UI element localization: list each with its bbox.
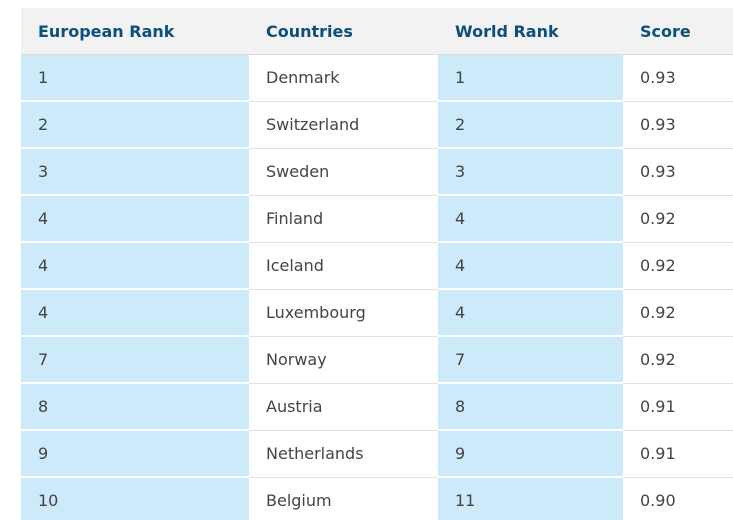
- table-row: 4 Iceland 4 0.92: [21, 242, 733, 290]
- cell-european-rank: 9: [21, 430, 249, 478]
- cell-score: 0.91: [623, 430, 733, 478]
- cell-score: 0.93: [623, 54, 733, 102]
- cell-country: Belgium: [249, 477, 438, 520]
- cell-world-rank: 3: [438, 148, 623, 196]
- table-row: 9 Netherlands 9 0.91: [21, 430, 733, 478]
- cell-score: 0.93: [623, 148, 733, 196]
- cell-score: 0.93: [623, 101, 733, 149]
- table-header-row: European Rank Countries World Rank Score: [21, 8, 733, 55]
- table-row: 4 Finland 4 0.92: [21, 195, 733, 243]
- table-row: 4 Luxembourg 4 0.92: [21, 289, 733, 337]
- cell-world-rank: 4: [438, 195, 623, 243]
- cell-world-rank: 2: [438, 101, 623, 149]
- cell-country: Netherlands: [249, 430, 438, 478]
- cell-european-rank: 4: [21, 289, 249, 337]
- cell-score: 0.92: [623, 289, 733, 337]
- cell-score: 0.91: [623, 383, 733, 431]
- cell-world-rank: 8: [438, 383, 623, 431]
- cell-world-rank: 7: [438, 336, 623, 384]
- cell-country: Norway: [249, 336, 438, 384]
- cell-world-rank: 11: [438, 477, 623, 520]
- table-row: 10 Belgium 11 0.90: [21, 477, 733, 520]
- cell-score: 0.92: [623, 195, 733, 243]
- cell-world-rank: 1: [438, 54, 623, 102]
- cell-european-rank: 7: [21, 336, 249, 384]
- cell-european-rank: 1: [21, 54, 249, 102]
- cell-world-rank: 4: [438, 242, 623, 290]
- cell-country: Finland: [249, 195, 438, 243]
- cell-score: 0.92: [623, 336, 733, 384]
- cell-country: Denmark: [249, 54, 438, 102]
- header-world-rank: World Rank: [438, 8, 623, 55]
- ranking-table: European Rank Countries World Rank Score…: [21, 8, 733, 520]
- cell-country: Sweden: [249, 148, 438, 196]
- cell-country: Iceland: [249, 242, 438, 290]
- cell-country: Austria: [249, 383, 438, 431]
- table-row: 8 Austria 8 0.91: [21, 383, 733, 431]
- cell-world-rank: 4: [438, 289, 623, 337]
- cell-world-rank: 9: [438, 430, 623, 478]
- cell-score: 0.92: [623, 242, 733, 290]
- cell-european-rank: 8: [21, 383, 249, 431]
- cell-european-rank: 4: [21, 242, 249, 290]
- cell-country: Switzerland: [249, 101, 438, 149]
- table-row: 1 Denmark 1 0.93: [21, 54, 733, 102]
- header-countries: Countries: [249, 8, 438, 55]
- cell-score: 0.90: [623, 477, 733, 520]
- cell-european-rank: 10: [21, 477, 249, 520]
- cell-european-rank: 3: [21, 148, 249, 196]
- header-european-rank: European Rank: [21, 8, 249, 55]
- table-row: 7 Norway 7 0.92: [21, 336, 733, 384]
- cell-european-rank: 4: [21, 195, 249, 243]
- table-row: 3 Sweden 3 0.93: [21, 148, 733, 196]
- header-score: Score: [623, 8, 733, 55]
- table-row: 2 Switzerland 2 0.93: [21, 101, 733, 149]
- cell-european-rank: 2: [21, 101, 249, 149]
- cell-country: Luxembourg: [249, 289, 438, 337]
- ranking-table-container: European Rank Countries World Rank Score…: [21, 8, 733, 520]
